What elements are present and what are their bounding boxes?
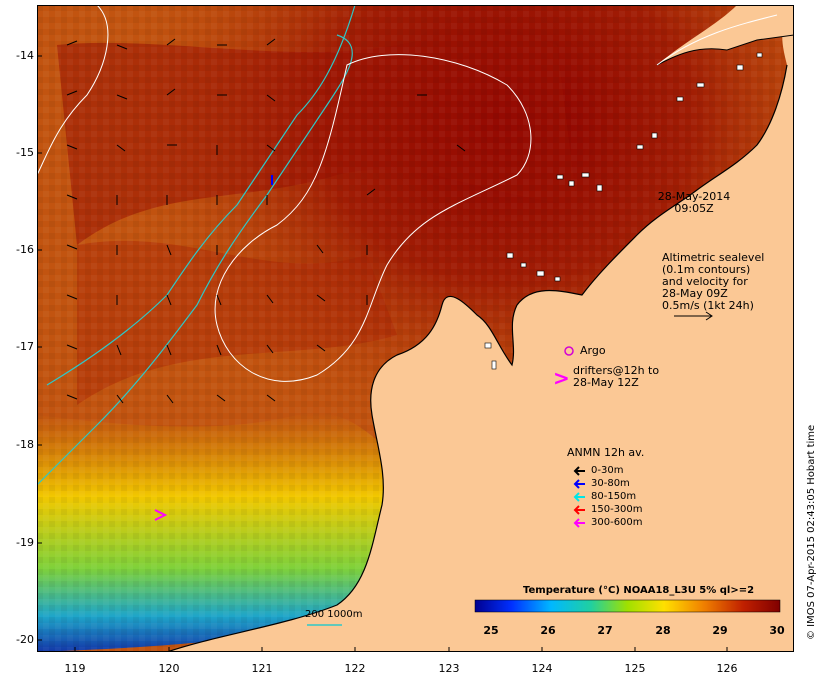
land-mass (167, 5, 794, 652)
sealevel-contour (37, 5, 109, 176)
anmn-legend-title: ANMN 12h av. (567, 446, 645, 459)
y-tick-label: -16 (16, 243, 34, 256)
drifters-legend: drifters@12h to 28-May 12Z (573, 365, 659, 389)
anmn-legend-item: 300-600m (591, 517, 643, 528)
timestamp-time: 09:05Z (674, 202, 714, 215)
colorbar-tick: 26 (540, 624, 556, 637)
y-tick-label: -18 (16, 438, 34, 451)
altimetry-line: (0.1m contours) (662, 263, 751, 276)
x-tick-label: 126 (716, 662, 738, 675)
colorbar-tick: 25 (483, 624, 499, 637)
x-tick-label: 124 (531, 662, 553, 675)
argo-symbol (564, 346, 574, 356)
timestamp-date: 28-May-2014 (657, 190, 731, 203)
coastline (166, 64, 788, 652)
anmn-legend-item: 80-150m (591, 491, 637, 502)
drifters-line: 28-May 12Z (573, 376, 639, 389)
y-tick-label: -20 (16, 633, 34, 646)
colorbar-tick: 28 (655, 624, 671, 637)
x-tick-label: 120 (158, 662, 180, 675)
altimetry-line: Altimetric sealevel (662, 251, 765, 264)
coastal-islands (484, 52, 763, 370)
x-tick-label: 121 (251, 662, 273, 675)
altimetry-line: 28-May 09Z (662, 287, 728, 300)
velocity-scale-arrow (674, 311, 713, 321)
anmn-legend-item: 30-80m (591, 478, 630, 489)
credit-text: © IMOS 07-Apr-2015 02:43:05 Hobart time (806, 424, 817, 640)
y-tick-label: -19 (16, 536, 34, 549)
sst-map (37, 5, 794, 652)
argo-label: Argo (580, 344, 606, 357)
velocity-vectors (66, 38, 466, 404)
anmn-legend-arrows (573, 466, 585, 528)
altimetry-line: and velocity for (662, 275, 748, 288)
colorbar-tick: 29 (712, 624, 728, 637)
x-tick-label: 125 (624, 662, 646, 675)
x-tick-label: 123 (438, 662, 460, 675)
isobath-200m (46, 5, 356, 386)
colorbar (474, 599, 781, 613)
drifter-symbol: > (553, 366, 570, 390)
x-tick-label: 119 (64, 662, 86, 675)
colorbar-tick: 30 (769, 624, 785, 637)
drifter-marker (154, 509, 168, 521)
y-tick-label: -17 (16, 340, 34, 353)
depth-legend-label: 200 1000m (305, 609, 363, 620)
y-tick-label: -14 (16, 49, 34, 62)
drifters-line: drifters@12h to (573, 364, 660, 377)
altimetry-note: Altimetric sealevel (0.1m contours) and … (662, 252, 764, 312)
isobath-1000m (37, 34, 353, 486)
colorbar-tick: 27 (597, 624, 613, 637)
image-timestamp: 28-May-2014 09:05Z (648, 191, 740, 215)
y-tick-label: -15 (16, 146, 34, 159)
anmn-legend-item: 0-30m (591, 465, 624, 476)
colorbar-title: Temperature (°C) NOAA18_L3U 5% ql>=2 (523, 585, 755, 596)
altimetry-line: 0.5m/s (1kt 24h) (662, 299, 754, 312)
x-tick-label: 122 (344, 662, 366, 675)
anmn-legend-item: 150-300m (591, 504, 643, 515)
